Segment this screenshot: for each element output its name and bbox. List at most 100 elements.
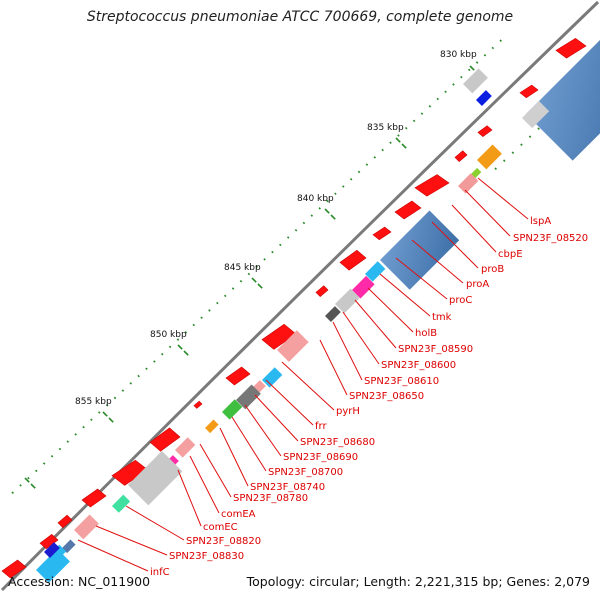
ruler-tick [330, 214, 336, 220]
ruler-tick [537, 127, 540, 130]
gene-label: infC [150, 567, 170, 578]
ruler-tick [192, 323, 195, 327]
gene-box [476, 90, 492, 106]
label-leader [189, 455, 220, 514]
gene-arrow [315, 285, 329, 298]
ruler-tick [401, 143, 407, 149]
gene-label: SPN23F_08830 [169, 551, 244, 562]
label-leader [231, 416, 267, 472]
gene-label: comEA [221, 509, 256, 520]
gene-arrow [519, 84, 539, 99]
ruler-tick [342, 185, 345, 188]
ruler-tick [271, 250, 274, 254]
ruler-tick [412, 119, 416, 123]
gene-box [36, 548, 70, 583]
gene-label: proC [449, 295, 472, 306]
label-leader [219, 427, 249, 487]
ruler-tick [452, 83, 455, 86]
gene-arrow [477, 125, 493, 137]
label-leader [177, 469, 202, 527]
gene-label: SPN23F_08600 [381, 360, 456, 371]
gene-box [111, 494, 131, 513]
gene-box [128, 451, 183, 506]
ruler-tick [395, 137, 401, 143]
ruler-tick [255, 265, 258, 268]
gene-arrow [339, 249, 367, 271]
ruler-tick [145, 367, 148, 371]
ruler-tick [216, 301, 219, 305]
ruler-tick [373, 156, 377, 159]
label-leader [254, 394, 299, 442]
gene-box [477, 144, 502, 170]
gene-label: tmk [432, 312, 452, 323]
label-leader [342, 311, 380, 365]
gene-box [335, 288, 360, 314]
ruler-tick [90, 418, 93, 422]
label-leader [451, 204, 497, 253]
label-leader [319, 339, 348, 396]
ruler-tick [231, 287, 235, 290]
ruler-tick [247, 272, 251, 276]
gene-features [1, 36, 600, 583]
gene-box [236, 384, 261, 410]
ruler-tick [310, 214, 314, 217]
gene-arrow [555, 37, 587, 59]
ruler-tick [436, 97, 439, 101]
ruler-label: 845 kbp [224, 263, 261, 273]
gene-arrow [372, 226, 392, 241]
ruler-tick [176, 338, 180, 341]
ruler-tick [528, 135, 532, 138]
ruler-tick [467, 68, 471, 72]
label-leader [477, 177, 529, 220]
gene-box [365, 261, 386, 282]
ruler-tick [357, 170, 361, 174]
ruler-tick [11, 491, 14, 494]
ruler-tick [82, 425, 85, 429]
ruler-tick [30, 483, 36, 489]
gene-box [73, 514, 99, 540]
ruler-tick [511, 151, 515, 154]
label-leaders [77, 177, 529, 572]
gene-label: SPN23F_08610 [364, 376, 439, 387]
gene-arrow [414, 174, 450, 197]
gene-label: proA [466, 279, 489, 290]
genome-summary: Topology: circular; Length: 2,221,315 bp… [246, 574, 590, 589]
ruler-tick [183, 350, 189, 356]
gene-label: proB [481, 264, 504, 275]
ruler-tick [460, 75, 463, 79]
gene-label: cbpE [498, 249, 523, 260]
ruler-tick [520, 143, 523, 146]
gene-labels: lspA SPN23F_08520 cbpE proB proA proC tm… [150, 216, 588, 578]
ruler-tick [334, 192, 337, 196]
ruler-tick [257, 283, 263, 289]
ruler-tick [153, 360, 156, 363]
ruler-tick [208, 309, 211, 312]
gene-label: lspA [530, 216, 551, 227]
ruler-tick [494, 167, 497, 170]
gene-arrow [394, 200, 422, 220]
ruler-tick [326, 199, 329, 203]
ruler-tick [98, 411, 101, 414]
ruler-tick [160, 352, 164, 356]
gene-box [277, 330, 309, 362]
ruler-tick [50, 454, 54, 458]
ruler-tick [168, 345, 172, 349]
gene-box [463, 68, 488, 94]
ruler-tick [42, 462, 46, 465]
ruler-tick [263, 258, 266, 261]
label-leader [411, 239, 464, 284]
ruler-label: 840 kbp [297, 194, 334, 204]
gene-box [380, 210, 460, 290]
gene-arrow [193, 400, 203, 409]
gene-box [175, 437, 196, 458]
label-leader [354, 299, 397, 349]
gene-label: SPN23F_08740 [250, 482, 325, 493]
ruler-ticks [11, 39, 600, 494]
ruler-labels: 830 kbp 835 kbp 840 kbp 845 kbp 850 kbp … [75, 50, 477, 407]
gene-box [526, 36, 600, 161]
gene-box [352, 275, 375, 299]
gene-label: SPN23F_08780 [233, 493, 308, 504]
label-leader [77, 539, 149, 572]
